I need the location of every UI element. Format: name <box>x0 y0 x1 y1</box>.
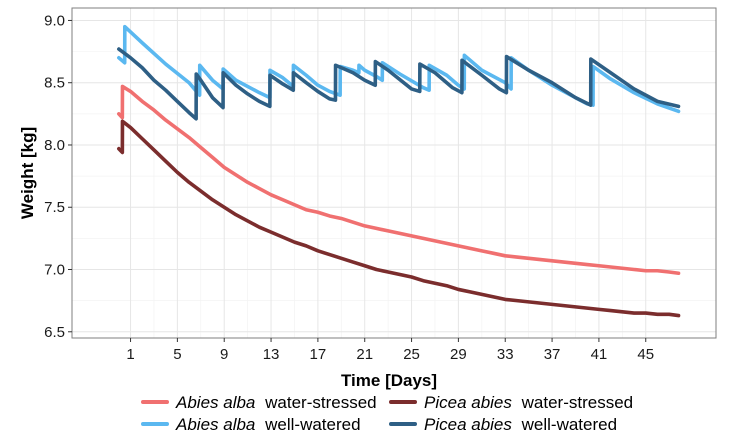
y-tick-label: 6.5 <box>44 324 65 341</box>
y-tick-label: 7.5 <box>44 199 65 216</box>
series-line-2 <box>117 119 681 318</box>
x-tick-label: 29 <box>450 346 467 363</box>
svg-text:Abies alba well-watere: Abies alba well-watered <box>175 415 361 434</box>
x-tick-label: 21 <box>356 346 373 363</box>
x-axis-ticks: 1 5 9 13 17 21 25 29 33 37 41 45 <box>126 338 654 363</box>
legend-species-picea-water-stressed: Picea abies <box>424 393 512 412</box>
x-tick-label: 1 <box>126 346 134 363</box>
y-tick-label: 9.0 <box>44 12 65 29</box>
x-tick-label: 33 <box>497 346 514 363</box>
x-tick-label: 25 <box>403 346 420 363</box>
plot-border <box>71 7 717 339</box>
legend-item-picea-well-watered: Picea abies well-watered <box>389 415 617 434</box>
y-axis-ticks: 6.5 7.0 7.5 8.0 8.5 9.0 <box>44 12 72 341</box>
y-axis-title: Weight [kg] <box>18 127 37 219</box>
y-tick-label: 8.0 <box>44 137 65 154</box>
plot-area <box>72 8 716 338</box>
x-tick-label: 13 <box>263 346 280 363</box>
legend-species-abies-well-watered: Abies alba <box>175 415 255 434</box>
legend-species-picea-well-watered: Picea abies <box>424 415 512 434</box>
x-axis-title: Time [Days] <box>341 371 437 390</box>
legend: Abies alba water-stressed Picea abies wa… <box>141 393 633 434</box>
legend-treatment-abies-water-stressed: water-stressed <box>264 393 376 412</box>
series-line-4 <box>117 47 681 121</box>
svg-text:Picea abies well-water: Picea abies well-watered <box>424 415 617 434</box>
legend-item-abies-water-stressed: Abies alba water-stressed <box>141 393 377 412</box>
x-tick-label: 37 <box>544 346 561 363</box>
legend-treatment-picea-water-stressed: water-stressed <box>521 393 633 412</box>
x-tick-label: 45 <box>637 346 654 363</box>
legend-species-abies-water-stressed: Abies alba <box>175 393 255 412</box>
svg-text:Abies alba water-stres: Abies alba water-stressed <box>175 393 377 412</box>
x-tick-label: 9 <box>220 346 228 363</box>
y-tick-label: 8.5 <box>44 75 65 92</box>
legend-treatment-abies-well-watered: well-watered <box>264 415 360 434</box>
x-tick-label: 5 <box>173 346 181 363</box>
svg-text:Picea abies water-stre: Picea abies water-stressed <box>424 393 633 412</box>
legend-item-abies-well-watered: Abies alba well-watered <box>141 415 361 434</box>
grid-minor <box>72 8 716 338</box>
series-line-1 <box>117 84 681 276</box>
x-tick-label: 17 <box>310 346 327 363</box>
x-tick-label: 41 <box>591 346 608 363</box>
grid-major <box>72 8 716 338</box>
y-tick-label: 7.0 <box>44 262 65 279</box>
legend-item-picea-water-stressed: Picea abies water-stressed <box>389 393 633 412</box>
legend-treatment-picea-well-watered: well-watered <box>521 415 617 434</box>
series-layer <box>117 24 681 318</box>
